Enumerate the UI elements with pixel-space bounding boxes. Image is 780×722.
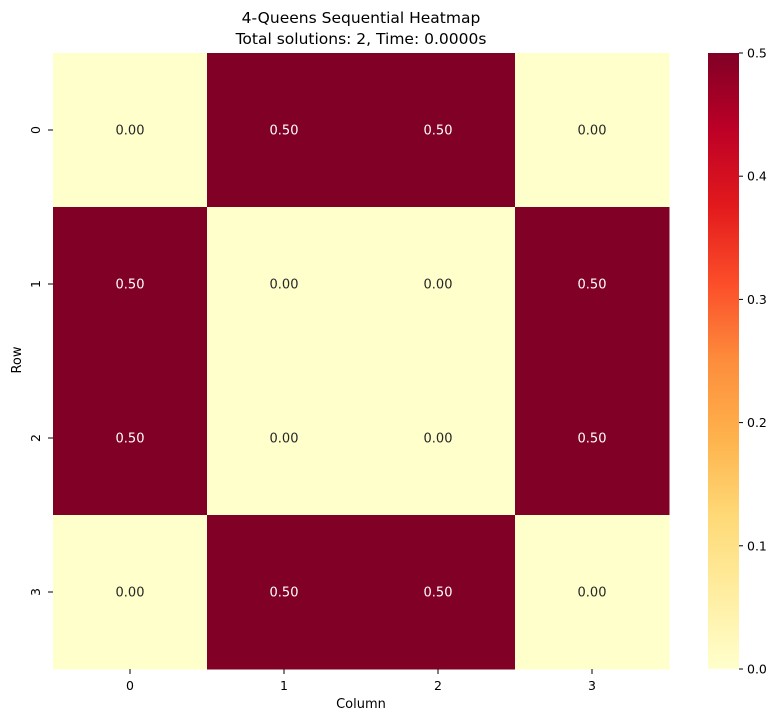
colorbar-tick-label-0.4: 0.4 (747, 169, 767, 184)
x-tick-label-2: 2 (434, 678, 442, 693)
heatmap-cell-r0-c1 (207, 53, 362, 208)
colorbar-tick-label-0.5: 0.5 (747, 46, 767, 61)
heatmap-cell-r2-c2 (361, 361, 516, 516)
heatmap-cell-r3-c2 (361, 515, 516, 670)
cell-label-r0-c0: 0.00 (116, 124, 145, 139)
cell-label-r3-c0: 0.00 (116, 586, 145, 601)
heatmap-cell-r2-c3 (515, 361, 670, 516)
heatmap-cell-r1-c1 (207, 207, 362, 362)
heatmap-cell-r0-c3 (515, 53, 670, 208)
heatmap-cell-r3-c1 (207, 515, 362, 670)
y-axis-label: Row (10, 346, 25, 373)
heatmap-cell-r3-c0 (53, 515, 208, 670)
heatmap-cell-r2-c0 (53, 361, 208, 516)
cell-label-r1-c0: 0.50 (116, 278, 145, 293)
y-tick-label-1: 1 (28, 280, 43, 288)
x-axis-label: Column (336, 697, 386, 712)
heatmap-cell-r1-c0 (53, 207, 208, 362)
cell-label-r0-c2: 0.50 (424, 124, 453, 139)
heatmap-cell-r0-c2 (361, 53, 516, 208)
cell-label-r3-c2: 0.50 (424, 586, 453, 601)
colorbar-ticks: 0.0 0.1 0.2 0.3 0.4 0.5 (739, 46, 767, 677)
cell-label-r0-c1: 0.50 (270, 124, 299, 139)
x-tick-label-0: 0 (126, 678, 134, 693)
colorbar-tick-label-0.1: 0.1 (747, 538, 767, 553)
cell-label-r3-c1: 0.50 (270, 586, 299, 601)
heatmap-cell-r1-c3 (515, 207, 670, 362)
cell-label-r2-c0: 0.50 (116, 432, 145, 447)
heatmap-cell-r0-c0 (53, 53, 208, 208)
x-tick-label-3: 3 (588, 678, 596, 693)
cell-label-r1-c2: 0.00 (424, 278, 453, 293)
colorbar (708, 53, 739, 669)
y-tick-label-3: 3 (28, 588, 43, 596)
colorbar-tick-label-0.2: 0.2 (747, 415, 767, 430)
colorbar-tick-label-0.0: 0.0 (747, 662, 767, 677)
chart-title-line-1: 4-Queens Sequential Heatmap (242, 9, 481, 27)
cell-label-r2-c1: 0.00 (270, 432, 299, 447)
heatmap-cells: 0.00 0.50 0.50 0.00 0.50 0.00 0.00 0.50 0.50 0.00… (53, 53, 670, 670)
cell-label-r0-c3: 0.00 (578, 124, 607, 139)
y-tick-label-2: 2 (28, 434, 43, 442)
heatmap-cell-r1-c2 (361, 207, 516, 362)
cell-label-r3-c3: 0.00 (578, 586, 607, 601)
y-tick-label-0: 0 (28, 126, 43, 134)
y-axis-ticks: 0 1 2 3 (28, 126, 53, 596)
cell-label-r2-c2: 0.00 (424, 432, 453, 447)
heatmap-cell-r3-c3 (515, 515, 670, 670)
x-tick-label-1: 1 (280, 678, 288, 693)
cell-label-r1-c1: 0.00 (270, 278, 299, 293)
heatmap-cell-r2-c1 (207, 361, 362, 516)
x-axis-ticks: 0 1 2 3 (126, 669, 596, 693)
chart-title-line-2: Total solutions: 2, Time: 0.0000s (235, 30, 487, 48)
cell-label-r1-c3: 0.50 (578, 278, 607, 293)
cell-label-r2-c3: 0.50 (578, 432, 607, 447)
colorbar-tick-label-0.3: 0.3 (747, 292, 767, 307)
